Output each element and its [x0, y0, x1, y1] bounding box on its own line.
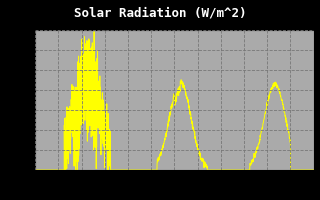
Text: Solar Radiation (W/m^2): Solar Radiation (W/m^2) [74, 6, 246, 20]
